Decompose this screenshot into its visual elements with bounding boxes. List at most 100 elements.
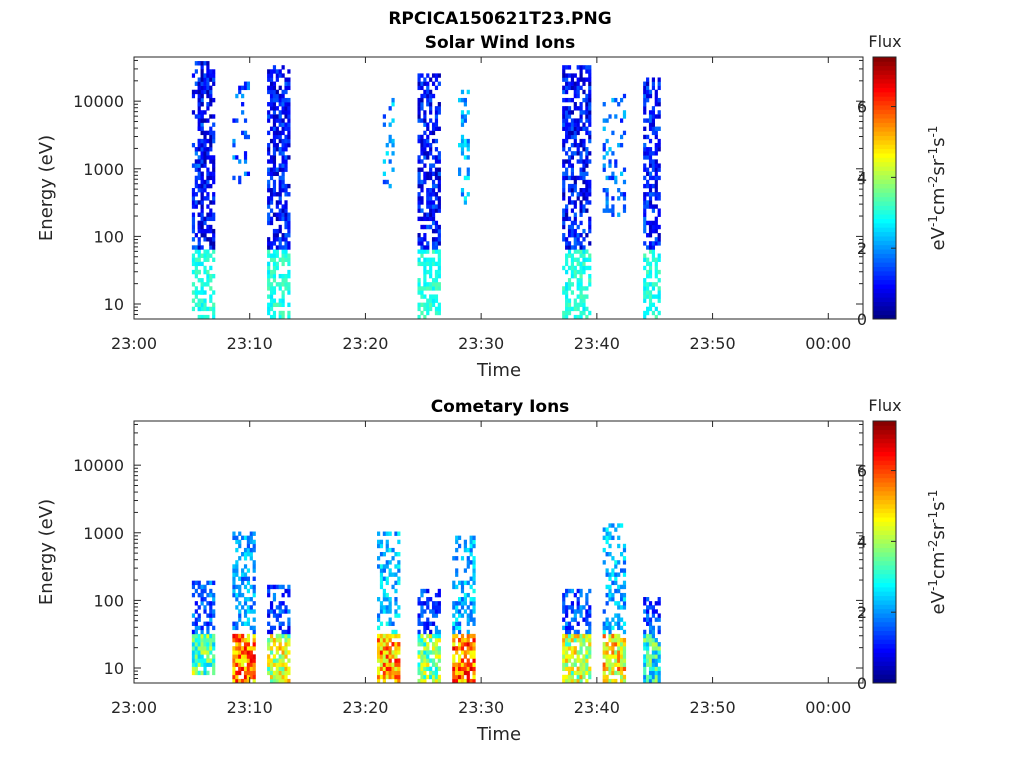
heatmap-cell <box>570 118 575 123</box>
heatmap-cell <box>194 81 198 86</box>
heatmap-cell <box>657 601 661 606</box>
heatmap-cell <box>588 257 592 262</box>
heatmap-cell <box>579 212 583 217</box>
heatmap-cell <box>269 601 274 606</box>
heatmap-cell <box>646 204 650 209</box>
colorbar-segment <box>873 201 896 206</box>
heatmap-cell <box>272 642 277 647</box>
colorbar-segment <box>873 560 896 566</box>
heatmap-cell <box>648 126 653 131</box>
heatmap-cell <box>391 654 395 659</box>
heatmap-cell <box>570 282 575 287</box>
heatmap-cell <box>284 89 288 95</box>
heatmap-cell <box>565 81 569 86</box>
heatmap-cell <box>281 273 285 279</box>
heatmap-cell <box>567 224 572 230</box>
heatmap-cell <box>200 204 204 209</box>
heatmap-cell <box>460 670 465 676</box>
heatmap-cell <box>209 642 213 647</box>
heatmap-cell <box>249 670 253 676</box>
heatmap-cell <box>200 151 204 156</box>
heatmap-cell <box>469 609 473 614</box>
heatmap-cell <box>417 216 421 222</box>
heatmap-cell <box>284 654 288 659</box>
heatmap-cell <box>246 535 251 541</box>
heatmap-cell <box>284 212 288 217</box>
heatmap-cell <box>209 93 213 99</box>
heatmap-cell <box>585 597 589 602</box>
heatmap-cell <box>275 658 279 663</box>
heatmap-cell <box>417 81 421 86</box>
colorbar-segment <box>873 547 896 553</box>
heatmap-cell <box>200 278 204 283</box>
heatmap-cell <box>567 233 572 238</box>
heatmap-cell <box>281 130 285 136</box>
heatmap-cell <box>622 621 627 626</box>
heatmap-cell <box>617 212 621 217</box>
heatmap-cell <box>567 106 572 111</box>
heatmap-cell <box>194 249 198 254</box>
heatmap-cell <box>620 670 624 676</box>
heatmap-cell <box>458 597 462 602</box>
heatmap-cell <box>570 605 575 610</box>
heatmap-cell <box>197 605 201 610</box>
heatmap-cell <box>562 216 566 222</box>
heatmap-cell <box>385 609 389 614</box>
heatmap-cell <box>434 646 439 651</box>
heatmap-cell <box>460 122 465 127</box>
heatmap-cell <box>287 155 291 160</box>
heatmap-cell <box>212 662 216 667</box>
heatmap-cell <box>272 97 277 103</box>
heatmap-cell <box>573 257 577 262</box>
heatmap-cell <box>241 576 245 581</box>
heatmap-cell <box>284 155 288 160</box>
heatmap-cell <box>379 552 384 557</box>
heatmap-cell <box>391 151 395 156</box>
heatmap-cell <box>284 102 288 107</box>
heatmap-cell <box>437 183 441 189</box>
heatmap-cell <box>434 286 439 291</box>
heatmap-cell <box>588 265 592 271</box>
heatmap-cell <box>209 241 213 246</box>
heatmap-cell <box>608 592 612 598</box>
heatmap-cell <box>654 175 658 181</box>
heatmap-cell <box>197 224 201 230</box>
heatmap-cell <box>275 253 279 258</box>
heatmap-cell <box>382 531 386 536</box>
heatmap-cell <box>588 637 592 643</box>
heatmap-cell <box>278 666 282 672</box>
heatmap-cell <box>287 261 291 267</box>
heatmap-cell <box>429 633 433 639</box>
heatmap-cell <box>576 269 580 275</box>
heatmap-cell <box>203 179 207 185</box>
heatmap-cell <box>397 633 401 639</box>
heatmap-cell <box>622 167 627 172</box>
heatmap-cell <box>203 646 207 651</box>
heatmap-cell <box>437 609 441 614</box>
heatmap-cell <box>452 662 456 667</box>
heatmap-cell <box>232 531 236 536</box>
heatmap-cell <box>648 249 653 254</box>
heatmap-cell <box>284 233 288 238</box>
heatmap-cell <box>209 245 213 250</box>
heatmap-cell <box>643 220 647 226</box>
heatmap-cell <box>605 674 609 680</box>
heatmap-cell <box>275 249 279 254</box>
heatmap-cell <box>582 662 586 667</box>
heatmap-cell <box>651 183 656 189</box>
heatmap-cell <box>426 204 430 209</box>
heatmap-cell <box>458 601 462 606</box>
heatmap-cell <box>197 625 201 631</box>
heatmap-cell <box>567 183 572 189</box>
heatmap-cell <box>197 220 201 226</box>
heatmap-cell <box>605 592 609 598</box>
heatmap-cell <box>206 73 210 78</box>
heatmap-cell <box>605 188 609 193</box>
heatmap-cell <box>394 646 398 651</box>
heatmap-cell <box>284 134 288 140</box>
heatmap-cell <box>605 617 609 622</box>
heatmap-cell <box>654 102 658 107</box>
heatmap-cell <box>394 613 398 618</box>
